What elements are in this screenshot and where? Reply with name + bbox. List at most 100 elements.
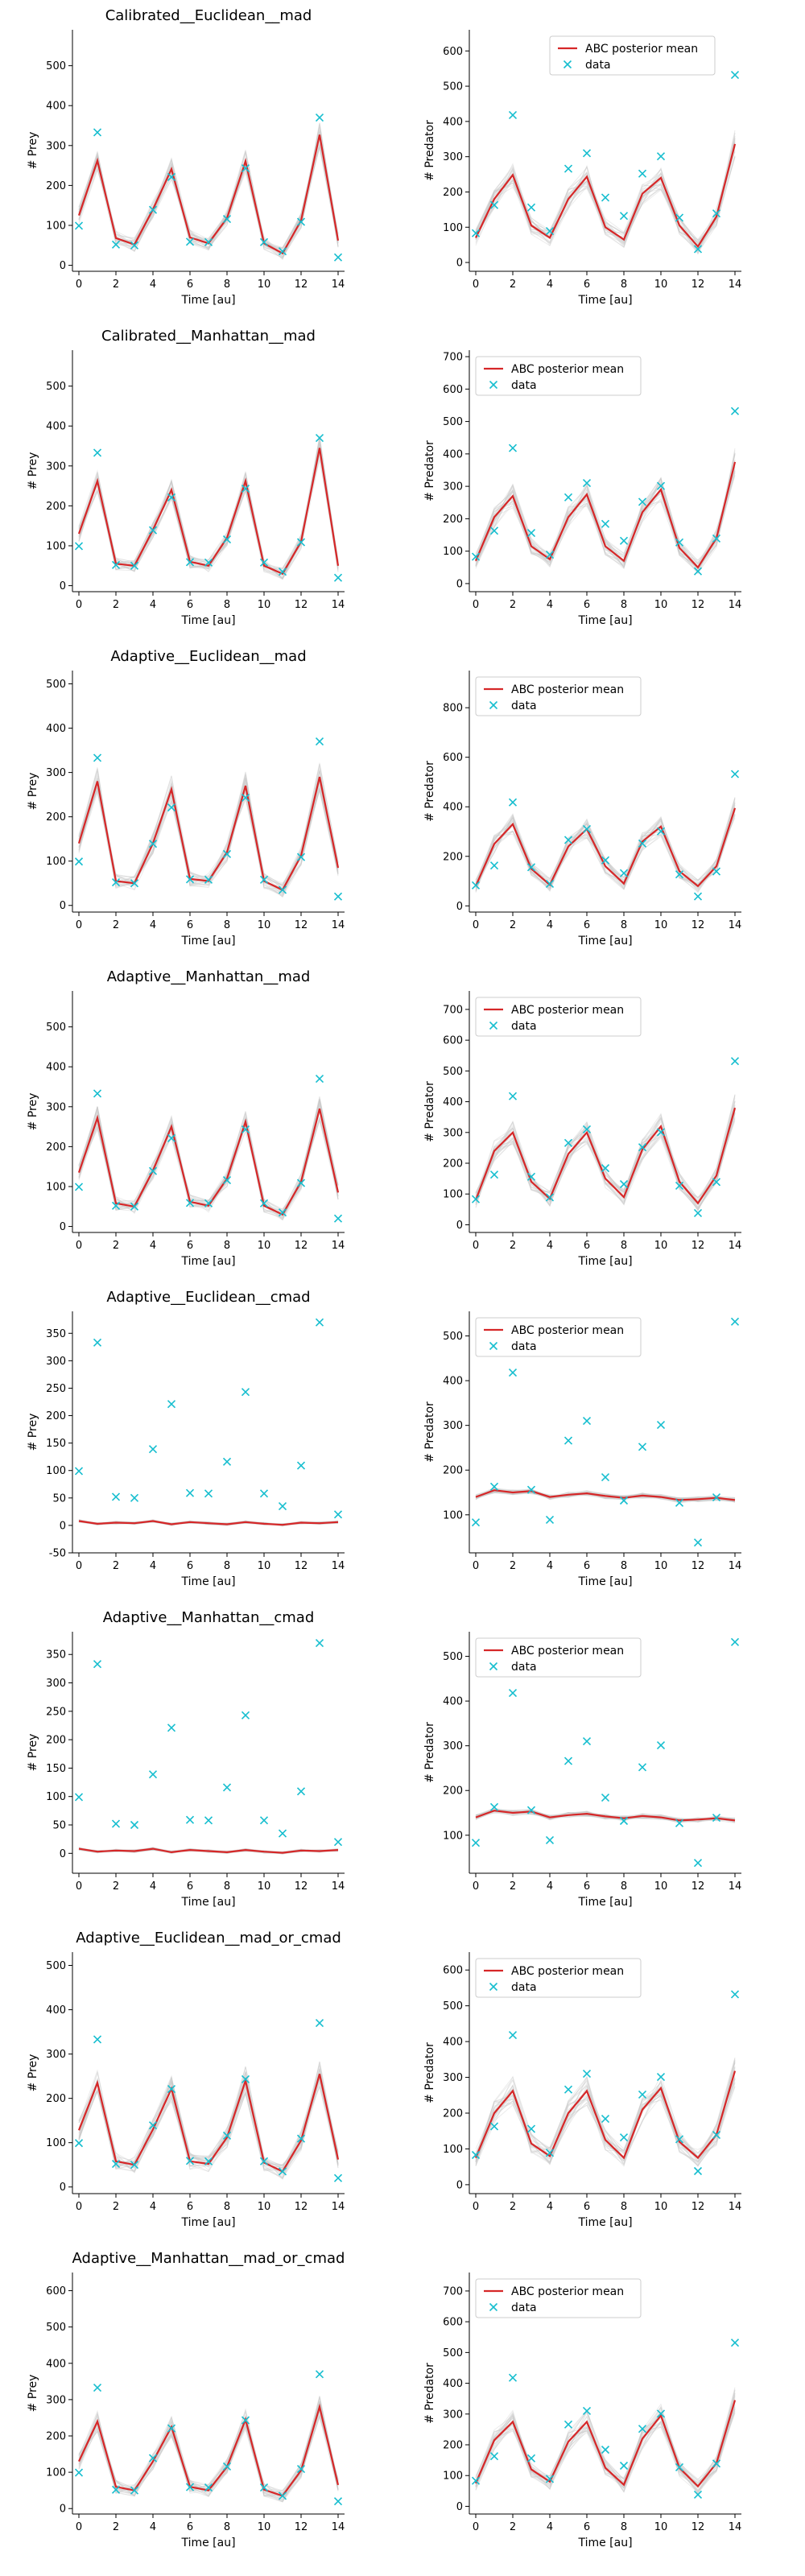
x-axis-label: Time [au]: [180, 614, 235, 627]
data-point-stroke: [148, 205, 158, 214]
posterior-mean-line: [474, 2070, 737, 2160]
data-point: [601, 2115, 610, 2124]
observed-data-points: [74, 737, 343, 901]
data-point-stroke: [582, 2406, 592, 2416]
simulated-trajectory: [78, 2403, 339, 2497]
data-point: [315, 737, 324, 746]
data-point: [508, 2373, 518, 2382]
legend-box: [475, 1958, 642, 1998]
data-point: [259, 2157, 269, 2165]
y-tick-label: 300: [46, 1356, 66, 1368]
y-tick-label: 300: [443, 1420, 463, 1432]
x-tick-label: 0: [76, 1880, 82, 1893]
x-tick-label: 2: [113, 279, 119, 291]
data-point: [582, 824, 592, 833]
y-tick-label: 100: [443, 1509, 463, 1521]
data-point: [111, 1819, 121, 1828]
data-point: [545, 1193, 555, 1202]
data-point-stroke: [167, 172, 176, 182]
data-point: [730, 1057, 740, 1066]
simulated-trajectories: [475, 2387, 736, 2495]
observed-data-points: [471, 407, 740, 576]
data-point: [601, 1473, 610, 1482]
simulated-trajectory: [78, 1109, 339, 1221]
data-point: [564, 1757, 573, 1765]
x-tick-label: 12: [295, 2201, 308, 2213]
data-point: [508, 1092, 518, 1100]
data-point: [278, 568, 287, 576]
y-tick-label: 0: [60, 2504, 66, 2516]
legend-mean-label: ABC posterior mean: [511, 363, 624, 376]
simulated-trajectory: [475, 2062, 736, 2164]
simulated-trajectory: [475, 472, 736, 573]
data-point-stroke: [619, 1496, 629, 1505]
data-point-stroke: [93, 2035, 102, 2044]
simulated-trajectory: [475, 471, 736, 573]
data-point: [582, 2070, 592, 2079]
data-point-stroke: [693, 1208, 703, 1217]
legend-data-label: data: [511, 700, 537, 712]
data-point: [730, 1990, 740, 1999]
data-point-stroke: [619, 1816, 629, 1826]
simulated-trajectory: [78, 132, 339, 258]
data-point: [693, 245, 703, 254]
data-point-stroke: [601, 519, 610, 528]
simulated-trajectory: [78, 2395, 339, 2496]
data-point: [545, 879, 555, 888]
simulated-trajectory: [475, 465, 736, 567]
data-point-stroke: [241, 793, 250, 803]
simulated-trajectory: [78, 142, 339, 256]
y-axis-label: # Predator: [423, 1402, 436, 1463]
data-point-stroke: [564, 1138, 573, 1147]
x-tick-label: 4: [150, 2201, 156, 2213]
simulated-trajectory: [475, 1488, 736, 1503]
x-tick-label: 8: [224, 1240, 230, 1252]
observed-data-points: [471, 1317, 740, 1547]
data-point-stroke: [508, 110, 518, 120]
data-point-stroke: [222, 2131, 232, 2140]
data-point: [185, 2483, 195, 2491]
legend-data-swatch: [489, 380, 498, 390]
y-tick-label: 500: [46, 60, 66, 72]
data-point: [315, 2019, 324, 2028]
data-point: [508, 2031, 518, 2040]
data-point-stroke: [315, 1639, 324, 1648]
y-tick-label: 500: [443, 81, 463, 93]
data-point-stroke: [656, 2073, 666, 2082]
data-point-stroke: [111, 1819, 121, 1828]
x-tick-label: 12: [295, 919, 308, 931]
x-tick-label: 6: [187, 1240, 193, 1252]
data-point: [222, 2462, 232, 2471]
y-tick-label: 0: [60, 2182, 66, 2194]
simulated-trajectory: [78, 449, 339, 580]
data-point: [93, 448, 102, 457]
x-tick-label: 12: [691, 599, 705, 611]
data-point-stroke: [489, 200, 499, 209]
data-point: [222, 1457, 232, 1466]
data-point: [333, 2174, 343, 2182]
y-tick-label: 500: [443, 2347, 463, 2359]
data-point: [489, 2452, 499, 2461]
data-point: [148, 1770, 158, 1779]
data-point-stroke: [582, 1125, 592, 1134]
x-axis-label: Time [au]: [577, 1896, 632, 1909]
x-tick-label: 4: [150, 1880, 156, 1893]
simulated-trajectory: [78, 2406, 339, 2493]
data-point: [315, 434, 324, 443]
y-tick-label: 400: [443, 116, 463, 128]
data-point-stroke: [582, 1737, 592, 1746]
y-tick-label: 100: [46, 220, 66, 232]
x-tick-label: 6: [187, 1880, 193, 1893]
x-tick-label: 4: [547, 279, 553, 291]
simulated-trajectory: [78, 2068, 339, 2170]
legend-data-swatch: [489, 2302, 498, 2312]
data-point-stroke: [222, 2462, 232, 2471]
y-tick-label: 400: [46, 2358, 66, 2370]
y-tick-label: 400: [46, 421, 66, 433]
legend-data-label: data: [511, 2301, 537, 2314]
data-point-stroke: [167, 493, 176, 502]
y-tick-label: 200: [46, 2431, 66, 2443]
x-tick-label: 0: [473, 599, 479, 611]
x-tick-label: 8: [224, 1880, 230, 1893]
data-point-stroke: [111, 1201, 121, 1210]
